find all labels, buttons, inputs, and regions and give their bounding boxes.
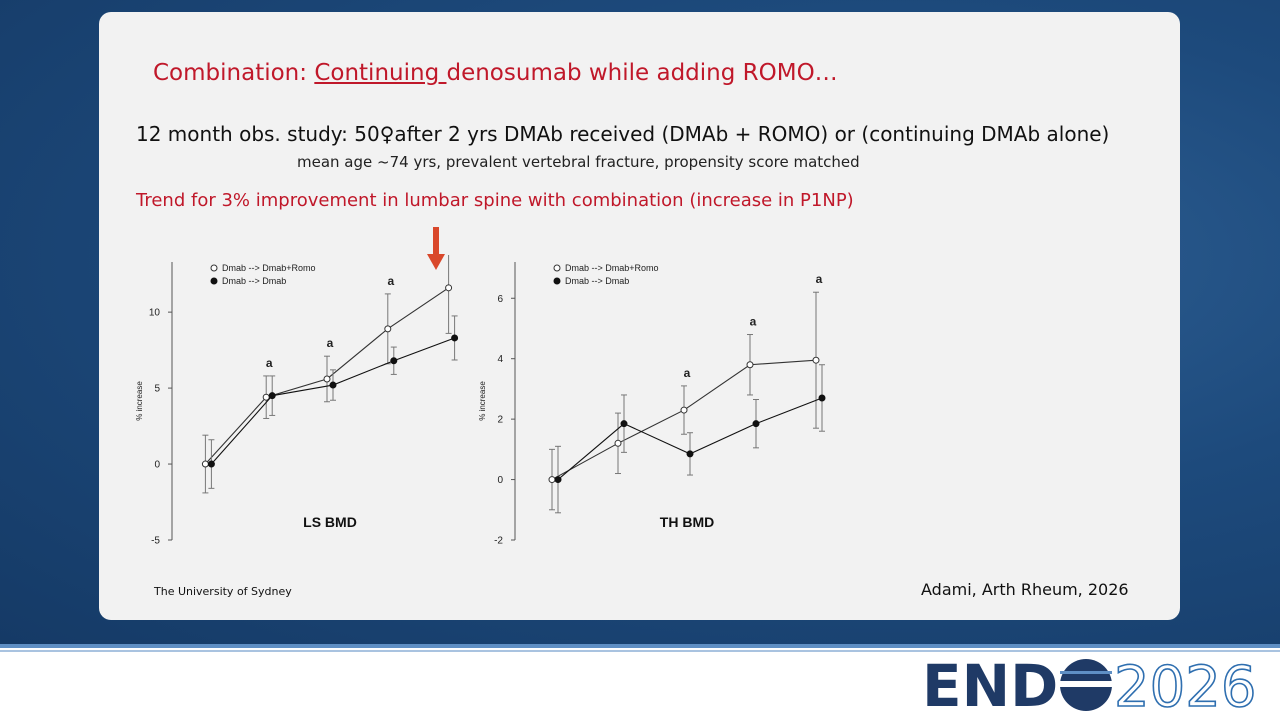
data-point xyxy=(390,357,398,365)
annotation: a xyxy=(684,366,691,380)
y-tick-label: 0 xyxy=(497,475,503,486)
data-point xyxy=(680,406,688,414)
y-tick-label: 6 xyxy=(497,294,503,305)
legend-label: Dmab --> Dmab+Romo xyxy=(222,263,316,273)
legend-label: Dmab --> Dmab xyxy=(565,276,629,286)
data-point xyxy=(268,392,276,400)
footer: The University of Sydney xyxy=(154,585,292,598)
data-point xyxy=(445,284,453,292)
study-text: 12 month obs. study: 50♀after 2 yrs DMAb… xyxy=(136,122,1110,146)
data-point xyxy=(818,394,826,402)
data-point xyxy=(548,476,556,484)
slide-title: Combination: Continuing denosumab while … xyxy=(153,60,838,86)
y-tick-label: -5 xyxy=(151,536,160,547)
title-part: Continuing xyxy=(314,60,447,86)
annotation: a xyxy=(266,356,273,370)
chart-title: TH BMD xyxy=(660,514,714,530)
annotation: a xyxy=(387,274,394,288)
logo-globe xyxy=(1060,659,1112,711)
finding-text: Trend for 3% improvement in lumbar spine… xyxy=(136,190,854,211)
y-axis-label: % increase xyxy=(478,381,487,421)
citation: Adami, Arth Rheum, 2026 xyxy=(921,580,1129,599)
plot-area xyxy=(548,291,826,514)
y-tick-label: 2 xyxy=(497,415,503,426)
data-point xyxy=(752,420,760,428)
band xyxy=(0,644,1280,648)
series-line xyxy=(210,337,455,465)
band xyxy=(0,650,1280,652)
legend-label: Dmab --> Dmab+Romo xyxy=(565,263,659,273)
y-tick-label: 4 xyxy=(497,354,503,365)
y-tick-label: 0 xyxy=(154,460,160,471)
legend-label: Dmab --> Dmab xyxy=(222,276,286,286)
data-point xyxy=(384,325,392,333)
annotation: a xyxy=(750,315,757,329)
slide-card xyxy=(99,12,1180,620)
data-point xyxy=(323,375,331,383)
logo-year: 2026 xyxy=(1114,655,1257,720)
y-tick-label: 10 xyxy=(149,308,161,319)
data-point xyxy=(686,450,694,458)
data-point xyxy=(207,460,215,468)
data-point xyxy=(620,420,628,428)
data-point xyxy=(201,460,209,468)
legend-marker xyxy=(210,264,218,272)
data-point xyxy=(329,381,337,389)
legend-marker xyxy=(553,264,561,272)
annotation: a xyxy=(816,272,823,286)
y-tick-label: 5 xyxy=(154,384,160,395)
chart-title: LS BMD xyxy=(303,514,357,530)
title-part: Combination: xyxy=(153,60,315,86)
data-point xyxy=(746,361,754,369)
legend-marker xyxy=(210,277,218,285)
plot-area xyxy=(201,255,459,494)
y-tick-label: -2 xyxy=(494,536,503,547)
data-point xyxy=(554,476,562,484)
data-point xyxy=(614,439,622,447)
arrow xyxy=(427,227,445,270)
logo-text: END xyxy=(922,652,1058,720)
data-point xyxy=(451,334,459,342)
annotation: a xyxy=(327,336,334,350)
population-text: mean age ~74 yrs, prevalent vertebral fr… xyxy=(297,153,860,171)
title-part: denosumab while adding ROMO… xyxy=(446,60,838,86)
legend-marker xyxy=(553,277,561,285)
y-axis-label: % increase xyxy=(135,381,144,421)
data-point xyxy=(812,356,820,364)
